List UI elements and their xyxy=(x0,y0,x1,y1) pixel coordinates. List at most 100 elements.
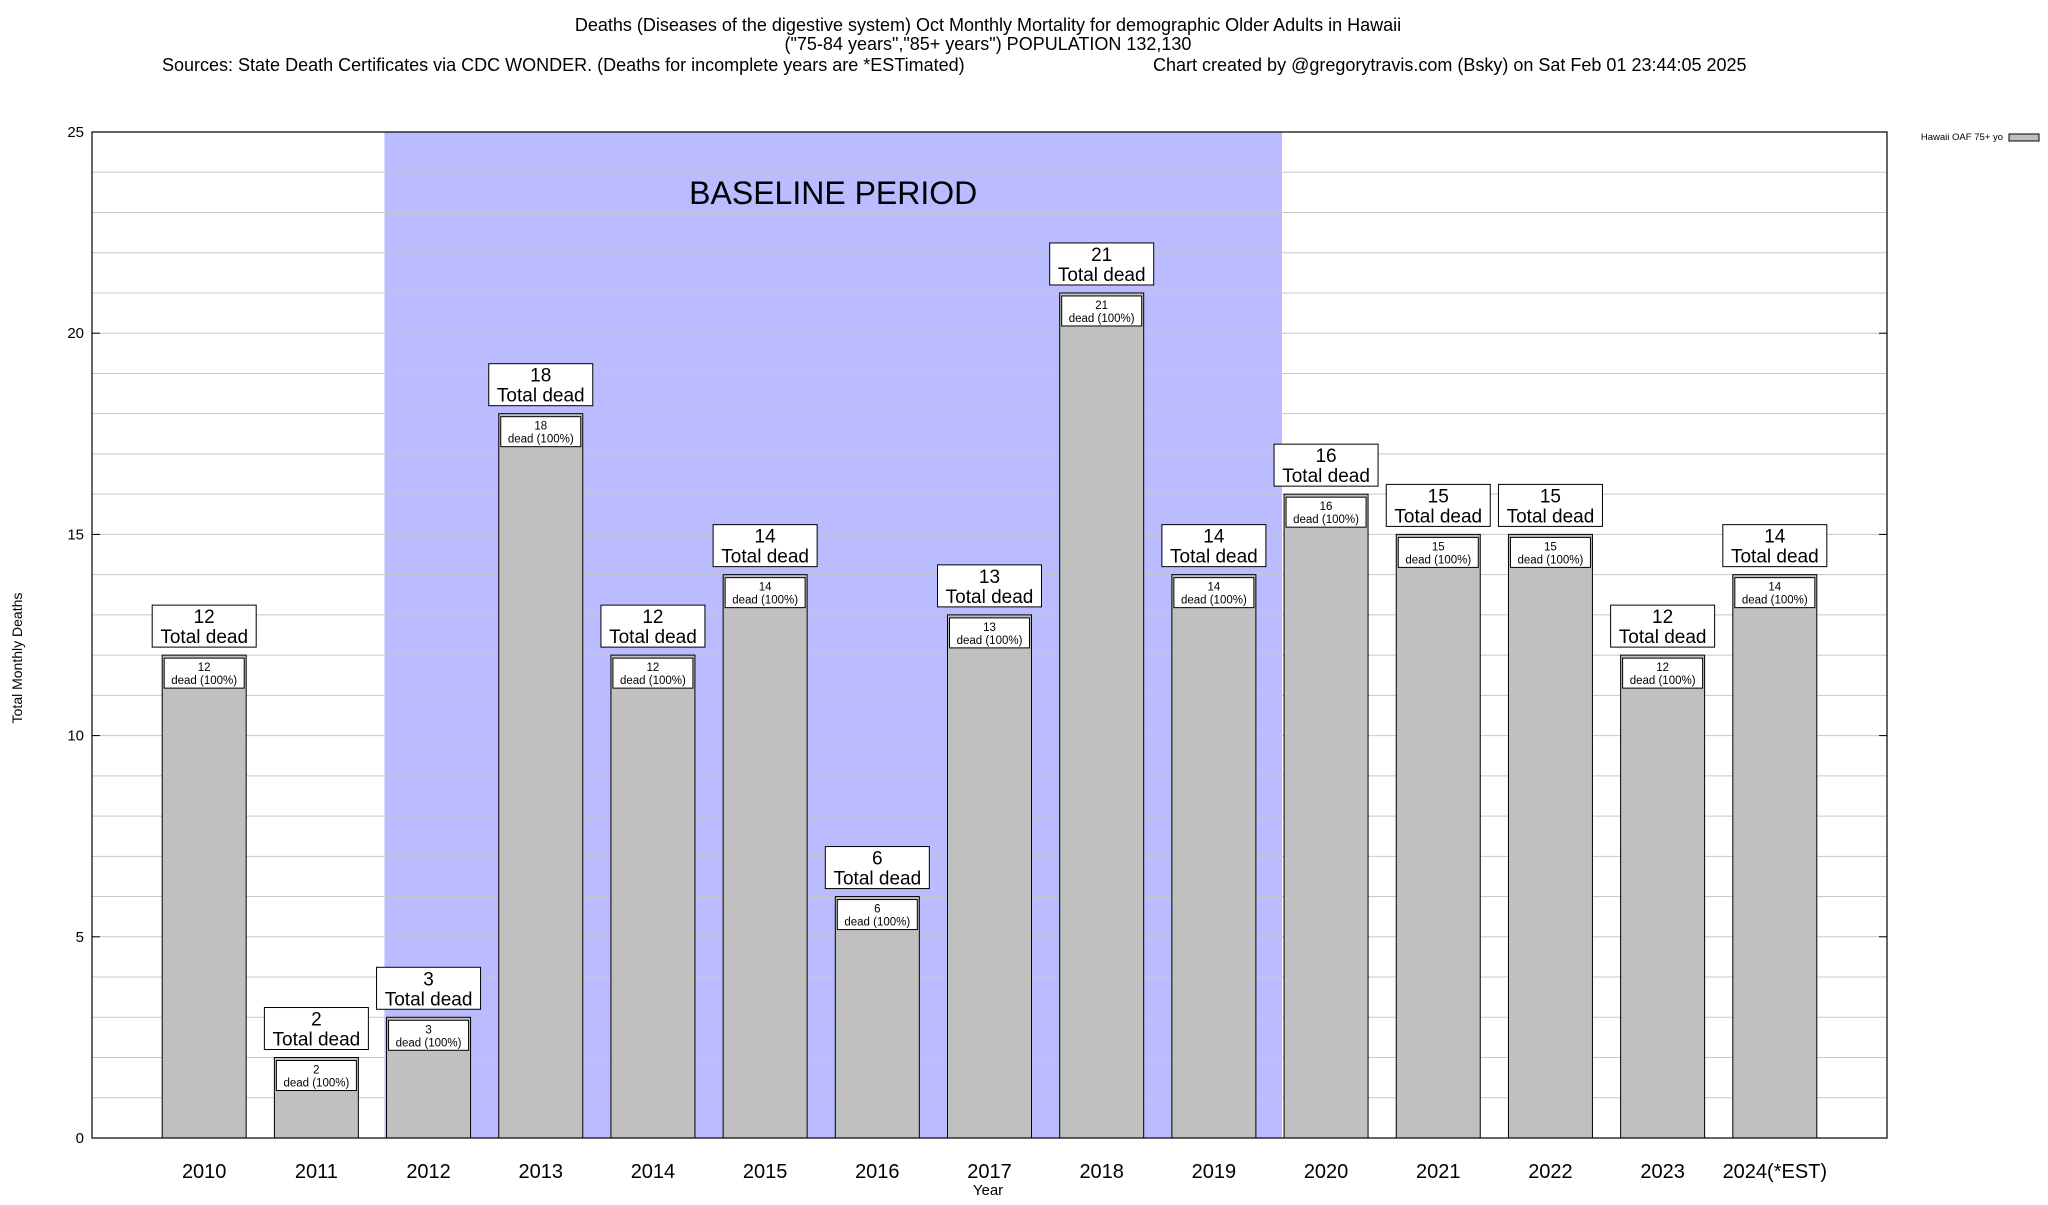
inner-label-box xyxy=(275,1060,357,1092)
top-label-value: 14 xyxy=(1203,527,1225,548)
top-label-box xyxy=(488,363,594,407)
inner-label-text: dead (100%) xyxy=(957,635,1023,647)
inner-label-box xyxy=(1173,577,1255,609)
top-label-text: Total dead xyxy=(1058,265,1146,286)
inner-label-text: dead (100%) xyxy=(1518,554,1584,566)
inner-label-value: 15 xyxy=(1544,541,1557,553)
legend: Hawaii OAF 75+ yo xyxy=(1921,132,2040,143)
inner-label-box xyxy=(1285,496,1367,528)
top-label-value: 18 xyxy=(530,366,551,387)
top-label-text: Total dead xyxy=(1731,547,1819,568)
top-label-box xyxy=(937,564,1042,608)
inner-label-box xyxy=(1509,536,1591,568)
chart-sources: Sources: State Death Certificates via CD… xyxy=(162,55,965,75)
x-tick-label-2015: 2015 xyxy=(743,1161,788,1183)
x-tick-label-2013: 2013 xyxy=(519,1161,564,1183)
y-tick-label: 20 xyxy=(67,325,84,342)
top-label-text: Total dead xyxy=(946,587,1034,608)
inner-label-value: 18 xyxy=(534,421,547,433)
top-label-text: Total dead xyxy=(385,989,473,1010)
bar-2024(*EST) xyxy=(1732,574,1818,1139)
bar-2013 xyxy=(498,413,584,1139)
inner-label-text: dead (100%) xyxy=(1405,554,1471,566)
inner-label-box xyxy=(388,1019,470,1051)
top-label-text: Total dead xyxy=(273,1030,361,1051)
inner-label-text: dead (100%) xyxy=(1630,675,1696,687)
top-label-text: Total dead xyxy=(1619,627,1707,648)
inner-label-box xyxy=(949,617,1030,649)
header-layer: Deaths (Diseases of the digestive system… xyxy=(162,15,1747,75)
inner-label-value: 14 xyxy=(759,582,772,594)
x-tick-label-2014: 2014 xyxy=(631,1161,676,1183)
inner-label-text: dead (100%) xyxy=(620,675,686,687)
x-tick-label-2018: 2018 xyxy=(1079,1161,1124,1183)
inner-label-text: dead (100%) xyxy=(732,595,798,607)
chart-credit: Chart created by @gregorytravis.com (Bsk… xyxy=(1153,55,1747,75)
inner-label-value: 12 xyxy=(198,662,211,674)
inner-label-text: dead (100%) xyxy=(844,917,910,929)
x-axis-label: Year xyxy=(973,1182,1003,1199)
inner-label-text: dead (100%) xyxy=(396,1037,462,1049)
top-label-value: 16 xyxy=(1315,446,1336,467)
inner-label-box xyxy=(724,577,806,609)
top-label-value: 21 xyxy=(1091,245,1112,266)
inner-label-value: 13 xyxy=(983,622,996,634)
chart-title-line-1: Deaths (Diseases of the digestive system… xyxy=(575,15,1401,35)
chart-title-line-2: ("75-84 years","85+ years") POPULATION 1… xyxy=(785,34,1192,54)
axis-layer: 0 5 10 15 20 25 2010 2011 2012 2013 2014 2015 2016 20… xyxy=(67,124,1887,1183)
top-label-text: Total dead xyxy=(1170,547,1258,568)
inner-label-box xyxy=(163,657,245,689)
top-label-box xyxy=(376,966,482,1010)
x-tick-label-2023: 2023 xyxy=(1640,1161,1685,1183)
bar-2017 xyxy=(947,614,1032,1139)
inner-label-value: 3 xyxy=(425,1024,431,1036)
top-label-box xyxy=(1161,524,1267,568)
legend-label: Hawaii OAF 75+ yo xyxy=(1921,132,2003,143)
top-label-box xyxy=(824,846,930,890)
y-tick-label: 25 xyxy=(67,124,84,141)
inner-label-value: 14 xyxy=(1207,582,1220,594)
top-label-value: 12 xyxy=(642,607,663,628)
top-label-value: 3 xyxy=(423,969,434,990)
top-label-box xyxy=(151,604,257,648)
bar-2010 xyxy=(161,654,247,1139)
y-axis-label: Total Monthly Deaths xyxy=(9,593,25,724)
top-label-value: 12 xyxy=(194,607,215,628)
x-tick-label-2022: 2022 xyxy=(1528,1161,1573,1183)
top-label-text: Total dead xyxy=(497,386,585,407)
top-label-value: 15 xyxy=(1540,486,1561,507)
top-label-box xyxy=(1273,443,1379,487)
inner-label-text: dead (100%) xyxy=(508,434,574,446)
bar-2014 xyxy=(610,654,696,1139)
inner-label-value: 14 xyxy=(1768,582,1781,594)
baseline-period-label: BASELINE PERIOD xyxy=(689,175,977,211)
x-tick-label-2021: 2021 xyxy=(1416,1161,1461,1183)
top-label-box xyxy=(1497,483,1603,527)
y-tick-label: 10 xyxy=(67,728,84,745)
inner-label-value: 21 xyxy=(1095,300,1108,312)
inner-label-value: 2 xyxy=(313,1065,319,1077)
x-tick-label-2012: 2012 xyxy=(406,1161,451,1183)
inner-label-box xyxy=(1397,536,1479,568)
top-label-box xyxy=(263,1007,369,1051)
inner-label-text: dead (100%) xyxy=(1293,514,1359,526)
top-label-value: 2 xyxy=(311,1010,322,1031)
inner-label-box xyxy=(500,416,582,448)
inner-label-box xyxy=(836,899,918,931)
inner-label-box xyxy=(1061,295,1143,327)
x-tick-label-2016: 2016 xyxy=(855,1161,900,1183)
top-label-box xyxy=(1049,242,1155,286)
top-label-text: Total dead xyxy=(1507,506,1595,527)
inner-label-value: 16 xyxy=(1320,501,1333,513)
inner-label-text: dead (100%) xyxy=(1742,595,1808,607)
bar-2015 xyxy=(722,574,808,1139)
top-label-text: Total dead xyxy=(160,627,248,648)
top-label-box xyxy=(1385,483,1491,527)
x-tick-label-2019: 2019 xyxy=(1192,1161,1237,1183)
top-label-text: Total dead xyxy=(833,869,921,890)
inner-label-text: dead (100%) xyxy=(283,1078,349,1090)
top-label-box xyxy=(1610,604,1716,648)
top-label-value: 14 xyxy=(755,527,777,548)
